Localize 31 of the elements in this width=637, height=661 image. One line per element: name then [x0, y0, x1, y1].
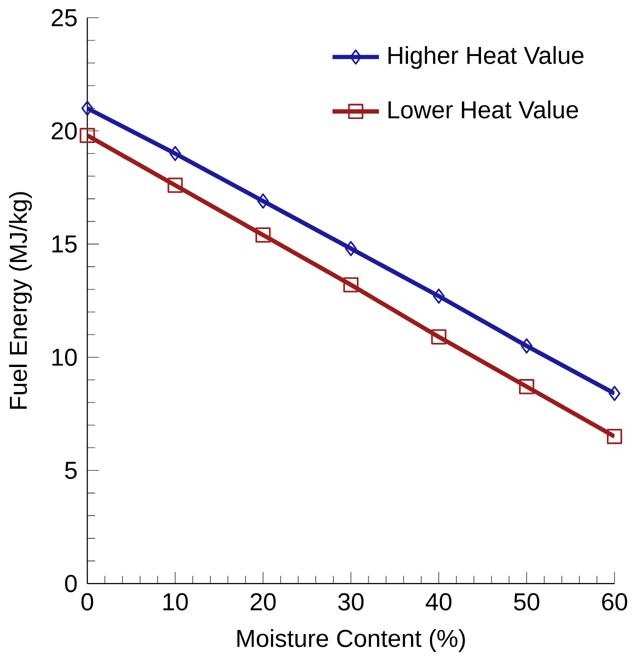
point: [255, 227, 271, 243]
x-axis-title: Moisture Content (%): [237, 629, 465, 652]
legend-label: Higher Heat Value: [388, 46, 584, 69]
point: [257, 193, 269, 209]
y-tick-label: 20: [52, 122, 77, 140]
x-tick-label: 0: [81, 593, 94, 611]
y-tick-label: 25: [52, 9, 77, 26]
point: [80, 128, 95, 144]
point: [344, 240, 357, 256]
y-tick-label: 0: [64, 574, 77, 592]
x-tick-label: 30: [338, 593, 364, 611]
point: [432, 288, 445, 304]
x-tick-label: 10: [163, 593, 188, 611]
point: [606, 428, 622, 444]
y-tick-label: 15: [52, 236, 77, 253]
x-tick-label: 20: [250, 593, 276, 611]
legend-label: Lower Heat Value: [388, 100, 578, 118]
y-tick-label: 10: [52, 348, 77, 366]
point: [81, 100, 94, 116]
x-tick-label: 40: [426, 593, 452, 611]
point: [168, 178, 183, 193]
y-tick-label: 5: [65, 462, 77, 479]
point: [518, 379, 534, 394]
x-tick-label: 50: [514, 593, 540, 611]
point: [343, 277, 358, 292]
point: [169, 146, 182, 162]
point: [608, 386, 620, 402]
x-tick-label: 60: [602, 593, 628, 611]
point: [431, 329, 446, 344]
point: [520, 338, 532, 354]
y-axis-title: Fuel Energy (MJ/kg): [8, 192, 32, 409]
